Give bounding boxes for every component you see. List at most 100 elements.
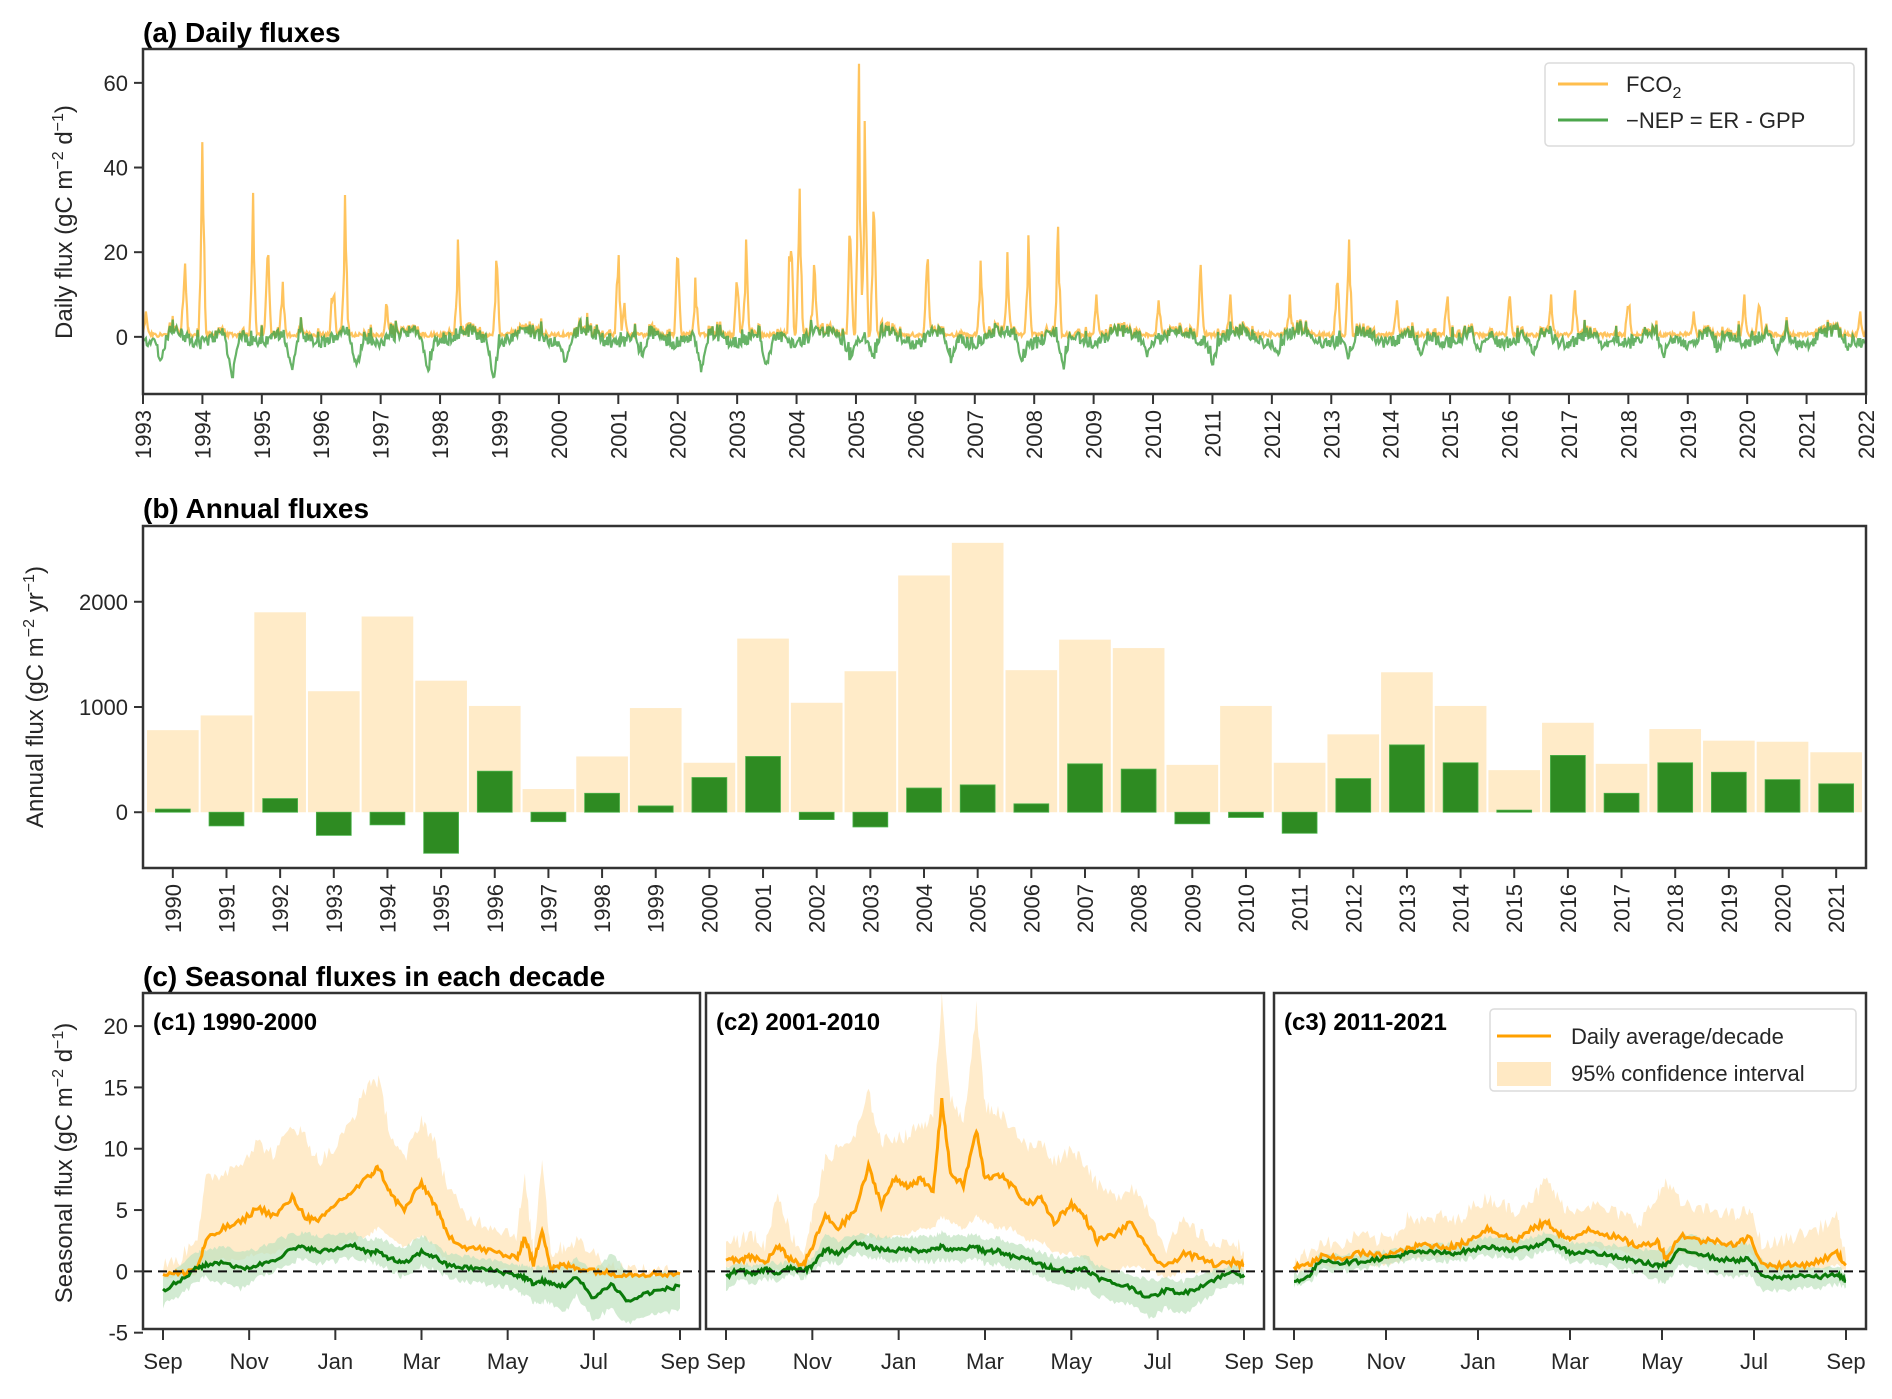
x-tick-label: 2021 — [1824, 884, 1849, 933]
ylabel-text: Annual flux (gC m — [22, 637, 49, 828]
x-tick-label: 2012 — [1341, 884, 1366, 933]
x-tick-label: 2016 — [1556, 884, 1581, 933]
x-tick-label: 2008 — [1022, 410, 1047, 459]
x-tick-label: May — [1051, 1349, 1093, 1374]
x-tick-label: 2009 — [1180, 884, 1205, 933]
fco2-bar — [307, 691, 360, 813]
fco2-average-line — [162, 1164, 681, 1279]
x-tick-label: Mar — [1551, 1349, 1589, 1374]
x-tick-label: 1995 — [429, 884, 454, 933]
fco2-bar — [951, 542, 1004, 813]
panel-b-x-ticks: 1990 1991 1992 1993 1994 1995 1996 1997 1998 1999… — [161, 868, 1849, 933]
fco2-bar — [629, 708, 682, 813]
y-tick-label: -5 — [108, 1321, 128, 1346]
x-tick-label: 2017 — [1610, 884, 1635, 933]
legend-box — [1489, 1008, 1857, 1092]
nep-bar — [637, 805, 674, 813]
nep-bar — [154, 808, 191, 813]
fco2-bar — [1166, 764, 1219, 813]
x-tick-label: 1990 — [161, 884, 186, 933]
panel-c-y-ticks: -5 0 5 10 15 20 — [104, 1014, 143, 1346]
x-tick-label: Sep — [1274, 1349, 1313, 1374]
panel-a-y-ticks: 0 20 40 60 — [104, 71, 143, 350]
nep-bar — [476, 770, 513, 813]
fco2-bar — [898, 575, 950, 813]
fco2-bar — [1005, 670, 1058, 813]
legend-nep-label: −NEP = ER - GPP — [1626, 108, 1805, 133]
x-tick-label: Sep — [1224, 1349, 1263, 1374]
x-tick-label: 1996 — [309, 410, 334, 459]
x-tick-label: 1997 — [536, 884, 561, 933]
x-tick-label: 2011 — [1200, 410, 1225, 457]
nep-bar — [1764, 779, 1801, 813]
nep-bar — [1442, 762, 1479, 813]
nep-bar — [1281, 811, 1318, 834]
ylabel-text: ) — [51, 105, 78, 113]
nep-bar — [1818, 783, 1855, 813]
x-tick-label: 2000 — [547, 410, 572, 459]
subplot-title: (c1) 1990-2000 — [153, 1009, 317, 1036]
x-tick-label: 1998 — [590, 884, 615, 933]
nep-bar — [208, 811, 245, 827]
x-tick-label: 2004 — [785, 410, 810, 459]
x-tick-label: 2008 — [1127, 884, 1152, 933]
panel-c-seasonal-fluxes: (c) Seasonal fluxes in each decade Seaso… — [50, 961, 1868, 1374]
x-tick-label: May — [1641, 1349, 1683, 1374]
x-tick-label: 2011 — [1288, 884, 1313, 931]
x-tick-label: Sep — [660, 1349, 699, 1374]
x-tick-label: 1992 — [268, 884, 293, 933]
fco2-bar — [147, 730, 199, 813]
x-tick-label: 1993 — [131, 410, 156, 459]
ylabel-sup: −1 — [21, 574, 38, 592]
x-tick-label: Nov — [230, 1349, 269, 1374]
ylabel-text: Daily flux (gC m — [51, 170, 78, 339]
x-tick-label: 2007 — [1073, 884, 1098, 933]
x-tick-label: Sep — [143, 1349, 182, 1374]
panel-a-plot-area — [141, 63, 1868, 379]
x-tick-label: 2019 — [1717, 884, 1742, 933]
nep-bar — [1013, 803, 1050, 813]
subplot-c1: (c1) 1990-2000 Sep Nov Jan Mar May Jul Sep — [141, 991, 702, 1374]
y-tick-label: 0 — [116, 325, 128, 350]
x-tick-label: 2007 — [963, 410, 988, 459]
x-tick-label: Jan — [881, 1349, 916, 1374]
x-tick-label: Nov — [793, 1349, 832, 1374]
nep-bar — [1603, 792, 1640, 813]
y-tick-label: 5 — [116, 1198, 128, 1223]
x-tick-label: Sep — [1826, 1349, 1865, 1374]
x-tick-label: 2017 — [1557, 410, 1582, 459]
x-tick-label: Jul — [1740, 1349, 1768, 1374]
y-tick-label: 20 — [104, 1014, 128, 1039]
panel-b-frame — [141, 524, 1868, 870]
x-tick-label: 2010 — [1141, 410, 1166, 459]
x-tick-label: Jan — [1460, 1349, 1495, 1374]
nep-ci-band — [726, 1230, 1244, 1320]
nep-bar — [584, 792, 620, 813]
x-tick-label: 2015 — [1438, 410, 1463, 459]
fco2-bar — [200, 715, 253, 813]
x-tick-label: 2009 — [1082, 410, 1107, 459]
x-tick-label: 2022 — [1854, 410, 1879, 459]
x-tick-label: 2012 — [1260, 410, 1285, 459]
x-tick-label: 2021 — [1795, 410, 1820, 459]
nep-bar — [798, 811, 835, 820]
x-tick-label: 2013 — [1395, 884, 1420, 933]
fco2-bar — [1273, 762, 1326, 813]
nep-bar — [959, 784, 996, 813]
x-tick-label: 2006 — [903, 410, 928, 459]
y-tick-label: 10 — [104, 1137, 128, 1162]
x-tick-label: 1998 — [428, 410, 453, 459]
legend-fco2-label: FCO2 — [1626, 72, 1681, 102]
x-tick-label: 2016 — [1498, 410, 1523, 459]
x-tick-label: Mar — [966, 1349, 1004, 1374]
x-tick-label: 2019 — [1676, 410, 1701, 459]
x-tick-label: 1991 — [214, 884, 239, 933]
nep-bar — [852, 811, 889, 828]
nep-bar — [423, 811, 459, 854]
ylabel-text: yr — [22, 592, 49, 619]
y-tick-label: 0 — [116, 800, 128, 825]
panel-b-title: (b) Annual fluxes — [143, 493, 369, 524]
nep-bar — [1228, 811, 1264, 818]
x-tick-label: Mar — [403, 1349, 441, 1374]
nep-bar — [745, 756, 781, 813]
